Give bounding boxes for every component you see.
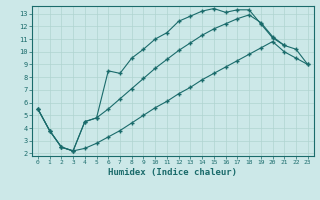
X-axis label: Humidex (Indice chaleur): Humidex (Indice chaleur) <box>108 168 237 177</box>
